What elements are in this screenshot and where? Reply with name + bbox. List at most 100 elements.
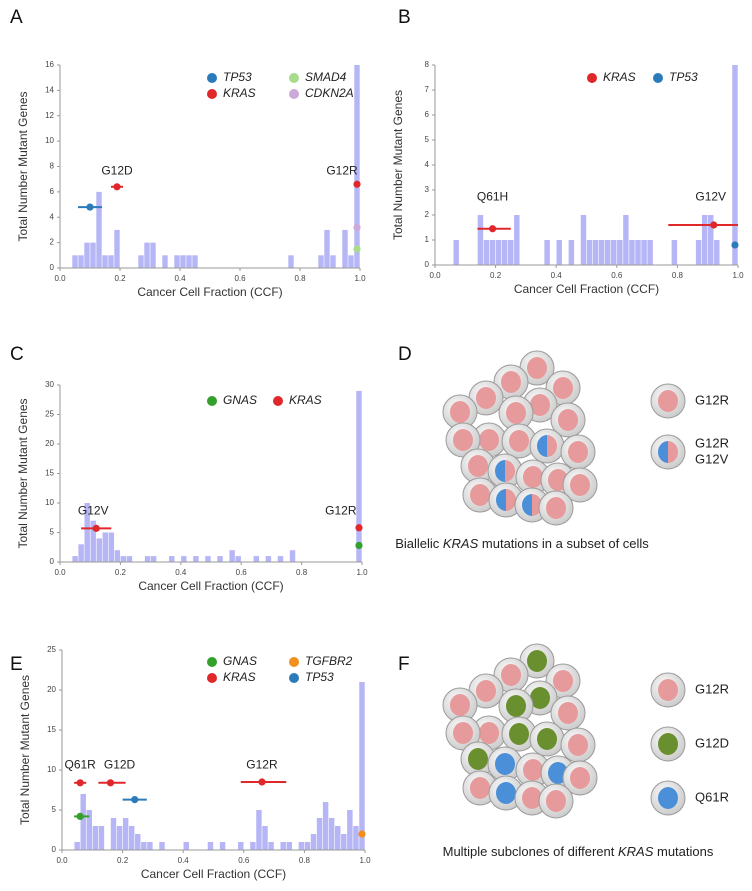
bar [90,242,96,268]
bar [335,826,341,850]
x-tick-label: 0.4 [175,568,187,577]
bar [514,215,520,265]
nucleus [658,679,678,701]
y-tick-label: 1 [425,235,430,244]
y-tick-label: 15 [47,725,56,734]
x-tick-label: 0.0 [56,856,68,865]
bar [181,556,187,562]
y-axis-title: Total Number Mutant Genes [16,91,30,241]
x-tick-label: 1.0 [356,568,368,577]
bar [265,556,272,562]
y-tick-label: 3 [425,185,430,194]
caption-part: KRAS [443,536,479,551]
y-tick-label: 30 [45,380,54,389]
bar [108,532,115,562]
bar [126,556,133,562]
caption-part: Multiple subclones of different [443,844,618,859]
x-tick-label: 1.0 [354,274,366,283]
y-axis-title: Total Number Mutant Genes [16,398,30,548]
bar [135,834,141,850]
x-tick-label: 0.6 [236,568,248,577]
bar [598,240,605,265]
y-tick-label: 6 [425,110,430,119]
nucleus-left [495,460,505,482]
y-tick-label: 5 [425,135,430,144]
point [92,524,100,532]
bar [229,550,235,562]
bar [288,255,294,268]
nucleus-left [537,435,547,457]
x-tick-label: 0.8 [299,856,311,865]
nucleus [470,777,490,799]
legend-marker [207,657,217,667]
y-tick-label: 4 [425,160,430,169]
y-tick-label: 7 [425,85,430,94]
legend-label: G12D [695,735,729,750]
nucleus [476,387,496,409]
bar [316,818,323,850]
bar [286,842,292,850]
bar [193,556,199,562]
bar [207,842,214,850]
nucleus [495,753,515,775]
panel-label: F [398,654,410,675]
legend-label: G12V [695,451,729,466]
x-tick-label: 0.4 [551,271,563,280]
nucleus [568,734,588,756]
y-tick-label: 25 [47,645,56,654]
nucleus [658,787,678,809]
bar [90,520,96,562]
nucleus [568,441,588,463]
y-axis-title: Total Number Mutant Genes [391,90,405,240]
y-tick-label: 12 [45,111,54,120]
bar [116,826,123,850]
point [131,796,139,804]
bar [192,255,198,268]
legend-label: KRAS [223,670,256,684]
bar [72,556,78,562]
bar [219,842,226,850]
bar [641,240,647,265]
y-tick-label: 0 [425,260,430,269]
x-tick-label: 0.4 [178,856,190,865]
nucleus [509,723,529,745]
legend-label: GNAS [223,654,257,668]
y-tick-label: 6 [50,187,55,196]
nucleus-right [668,441,678,463]
nucleus [506,402,526,424]
point [113,183,121,191]
bar [544,240,550,265]
point [488,225,497,233]
legend-label: CDKN2A [305,86,354,100]
bar [147,842,153,850]
x-tick-label: 0.2 [115,568,127,577]
nucleus [468,748,488,770]
bar [348,255,354,268]
nucleus [523,466,543,488]
y-tick-label: 5 [52,805,57,814]
panel-label: A [10,7,23,28]
bar [318,255,324,268]
bar [629,240,635,265]
bar [114,229,120,268]
y-tick-label: 0 [50,263,55,272]
bar [108,255,114,268]
bar [78,255,84,268]
x-tick-label: 0.4 [174,274,186,283]
bar [205,556,211,562]
nucleus-right [506,489,516,511]
nucleus [530,394,550,416]
bar [586,240,593,265]
nucleus [453,429,473,451]
x-tick-label: 0.0 [429,271,441,280]
panel-label: E [10,654,23,675]
bar [298,842,305,850]
bar [84,242,90,268]
bar [714,240,720,265]
nucleus [468,455,488,477]
annotation: G12V [78,503,109,517]
nucleus [523,759,543,781]
nucleus [558,409,578,431]
legend-marker [207,73,217,83]
